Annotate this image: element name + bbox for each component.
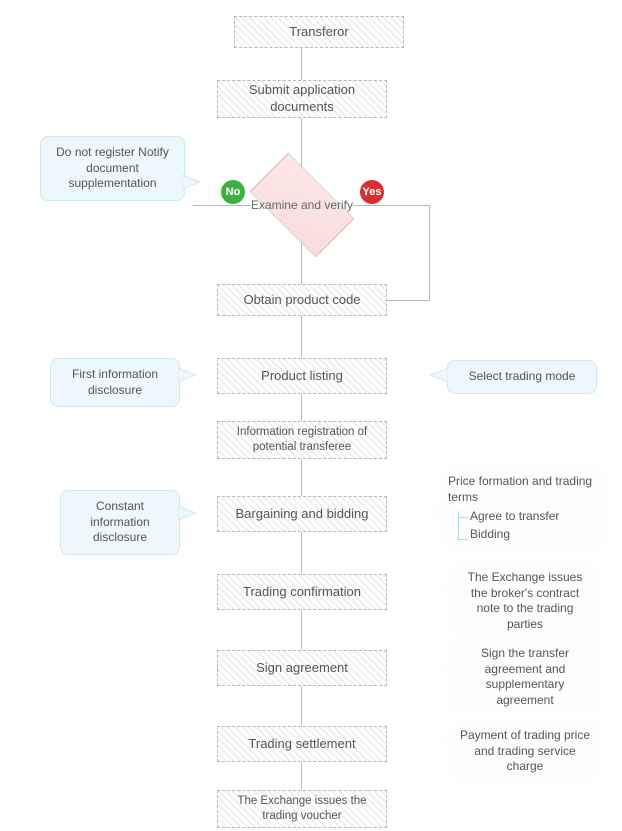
node-label: Trading settlement	[248, 736, 355, 753]
connector-yes	[387, 300, 430, 301]
callout-text: Sign the transfer agreement and suppleme…	[481, 646, 569, 707]
connector-yes	[353, 205, 429, 206]
callout-price-formation: Price formation and trading terms Agree …	[440, 468, 610, 548]
node-bargaining: Bargaining and bidding	[217, 496, 387, 532]
callout-text: Do not register Notify document suppleme…	[56, 145, 169, 190]
node-label: The Exchange issues the trading voucher	[226, 794, 378, 824]
connector	[301, 686, 302, 726]
connector	[301, 316, 302, 358]
connector-no	[193, 205, 251, 206]
node-transferor: Transferor	[234, 16, 404, 48]
connector	[301, 48, 302, 80]
node-voucher: The Exchange issues the trading voucher	[217, 790, 387, 828]
decision-yes-icon: Yes	[360, 180, 384, 204]
callout-title: Price formation and trading terms	[448, 474, 592, 504]
callout-tail-icon	[178, 368, 196, 382]
callout-constant-info: Constant information disclosure	[60, 490, 180, 555]
connector	[301, 610, 302, 650]
node-label: Product listing	[261, 368, 343, 385]
callout-text: Constant information disclosure	[90, 499, 149, 544]
node-label: Transferor	[289, 24, 348, 41]
connector	[301, 394, 302, 421]
callout-tail-icon	[182, 175, 200, 189]
tree-connector	[458, 539, 468, 540]
callout-tail-icon	[434, 736, 452, 750]
decision-no-label: No	[226, 186, 241, 198]
callout-tail-icon	[434, 584, 452, 598]
decision-yes-label: Yes	[363, 186, 382, 198]
node-label: Submit application documents	[226, 82, 378, 116]
node-obtain: Obtain product code	[217, 284, 387, 316]
node-sign: Sign agreement	[217, 650, 387, 686]
tree-connector	[458, 511, 459, 539]
callout-tail-icon	[424, 506, 442, 520]
callout-tail-icon	[178, 506, 196, 520]
connector	[301, 762, 302, 790]
callout-tail-icon	[430, 368, 448, 382]
callout-text: Payment of trading price and trading ser…	[460, 728, 590, 773]
connector	[301, 238, 302, 284]
node-settlement: Trading settlement	[217, 726, 387, 762]
connector	[301, 532, 302, 574]
callout-item: Bidding	[470, 527, 602, 543]
node-submit: Submit application documents	[217, 80, 387, 118]
decision-no-icon: No	[221, 180, 245, 204]
node-registration: Information registration of potential tr…	[217, 421, 387, 459]
callout-sign-transfer: Sign the transfer agreement and suppleme…	[450, 640, 600, 714]
node-label: Information registration of potential tr…	[226, 425, 378, 455]
node-label: Sign agreement	[256, 660, 348, 677]
tree-connector	[458, 517, 468, 518]
callout-payment: Payment of trading price and trading ser…	[450, 722, 600, 781]
node-label: Trading confirmation	[243, 584, 361, 601]
node-label: Bargaining and bidding	[236, 506, 369, 523]
callout-text: First information disclosure	[72, 367, 158, 397]
connector	[301, 459, 302, 496]
callout-item: Agree to transfer	[470, 509, 602, 525]
connector-yes	[429, 205, 430, 300]
node-label: Obtain product code	[243, 292, 360, 309]
node-examine-diamond: Examine and verify	[247, 170, 357, 240]
node-listing: Product listing	[217, 358, 387, 394]
callout-select-mode: Select trading mode	[447, 360, 597, 394]
callout-first-info: First information disclosure	[50, 358, 180, 407]
callout-tail-icon	[434, 660, 452, 674]
callout-text: Select trading mode	[469, 369, 576, 383]
callout-not-register: Do not register Notify document suppleme…	[40, 136, 185, 201]
callout-broker-note: The Exchange issues the broker's contrac…	[450, 564, 600, 638]
callout-text: The Exchange issues the broker's contrac…	[468, 570, 583, 631]
node-confirmation: Trading confirmation	[217, 574, 387, 610]
node-label: Examine and verify	[251, 198, 353, 212]
